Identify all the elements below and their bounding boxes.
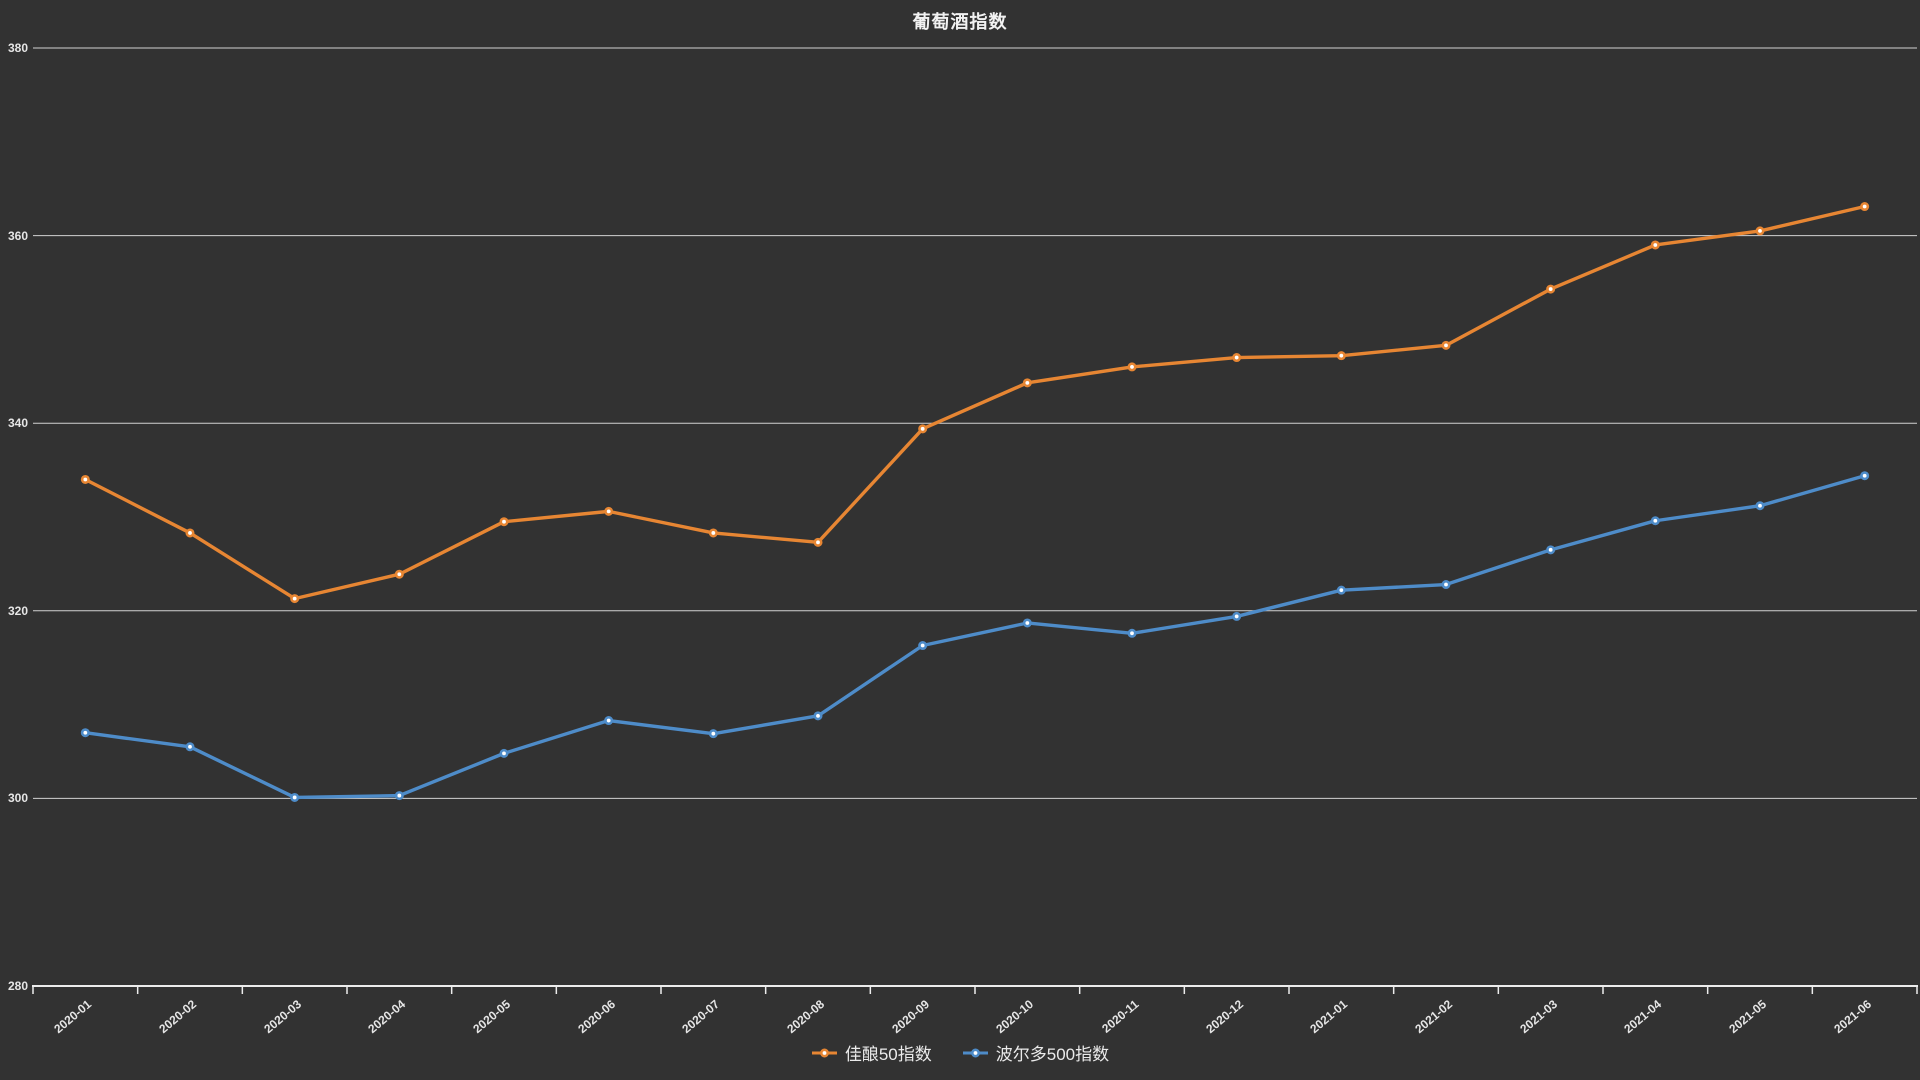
data-point — [918, 641, 928, 651]
data-point — [1441, 580, 1451, 590]
legend-item-bordeaux500[interactable]: 波尔多500指数 — [962, 1040, 1109, 1065]
y-axis-label: 280 — [7, 979, 28, 993]
data-point — [185, 528, 195, 538]
chart-title: 葡萄酒指数 — [912, 12, 1008, 32]
legend-label: 波尔多500指数 — [995, 1045, 1110, 1064]
y-axis-label: 300 — [7, 791, 28, 806]
data-point — [708, 729, 718, 739]
data-point — [290, 792, 300, 802]
data-point — [1860, 471, 1870, 481]
y-axis-label: 340 — [7, 416, 28, 431]
data-point — [1441, 340, 1451, 350]
y-axis-label: 380 — [7, 41, 28, 55]
y-axis-label: 320 — [7, 603, 28, 618]
data-point — [1755, 501, 1765, 511]
data-point — [1022, 378, 1032, 388]
data-point — [290, 594, 300, 604]
data-point — [185, 742, 195, 752]
data-point — [394, 569, 404, 579]
y-axis-label: 360 — [7, 228, 28, 243]
data-point — [80, 728, 90, 738]
data-point — [1546, 545, 1556, 555]
series-line-jianiang50 — [83, 204, 1867, 601]
data-point — [499, 748, 509, 758]
data-point — [1127, 628, 1137, 638]
data-point — [604, 716, 614, 726]
data-point — [813, 711, 823, 721]
data-point — [1755, 226, 1765, 236]
data-point — [1860, 202, 1870, 212]
legend-item-jianiang50[interactable]: 佳酿50指数 — [811, 1040, 932, 1065]
data-point — [80, 474, 90, 484]
data-point — [499, 517, 509, 527]
data-point — [604, 506, 614, 516]
data-point — [708, 528, 718, 538]
data-point — [1336, 351, 1346, 361]
data-point — [1022, 618, 1032, 628]
data-point — [1336, 585, 1346, 595]
data-point — [813, 537, 823, 547]
data-point — [1232, 611, 1242, 621]
data-point — [1127, 362, 1137, 372]
data-point — [918, 424, 928, 434]
data-point — [1650, 240, 1660, 250]
data-point — [1546, 284, 1556, 294]
legend: 佳酿50指数 波尔多500指数 — [0, 1040, 1920, 1065]
series-line-bordeaux500 — [83, 474, 1867, 800]
data-point — [1650, 516, 1660, 526]
legend-label: 佳酿50指数 — [844, 1045, 932, 1064]
data-point — [394, 791, 404, 801]
legend-line-marker-icon — [962, 1047, 988, 1058]
legend-line-marker-icon — [811, 1047, 837, 1058]
data-point — [1232, 353, 1242, 363]
